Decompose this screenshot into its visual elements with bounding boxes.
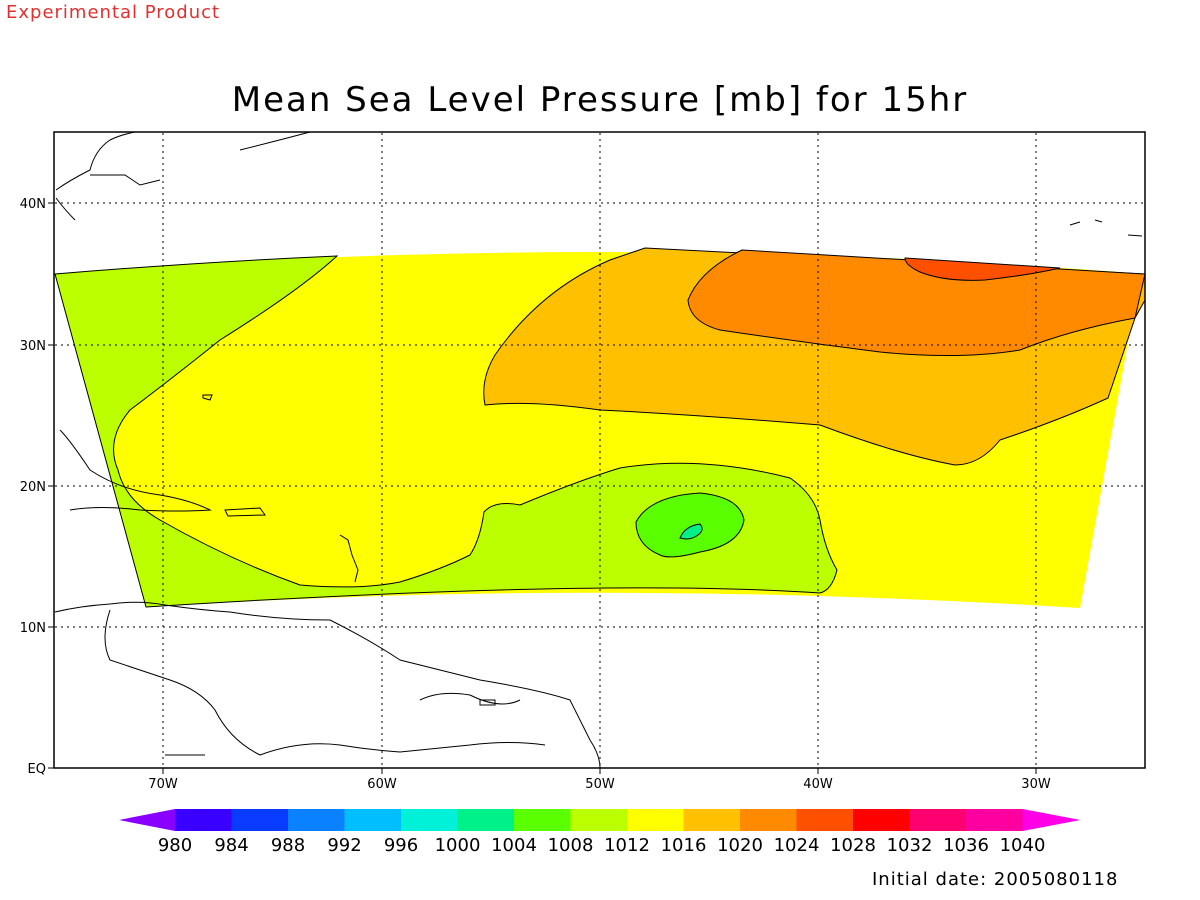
colorbar-swatch xyxy=(570,809,627,831)
lon-label-30w: 30W xyxy=(1021,777,1051,792)
colorbar-label: 1008 xyxy=(548,835,594,856)
colorbar-label: 1040 xyxy=(1000,835,1046,856)
colorbar-swatch xyxy=(909,809,966,831)
colorbar-label: 1032 xyxy=(887,835,933,856)
colorbar: 980 984 988 992 996 1000 1004 1008 1012 1016 1020 1… xyxy=(119,809,1081,856)
graticule xyxy=(55,133,1144,767)
lon-label-60w: 60W xyxy=(367,777,397,792)
colorbar-swatch xyxy=(231,809,288,831)
colorbar-label: 988 xyxy=(271,835,305,856)
colorbar-label: 1000 xyxy=(435,835,481,856)
lat-label-10n: 10N xyxy=(20,621,46,636)
colorbar-label: 1012 xyxy=(604,835,650,856)
colorbar-label: 1028 xyxy=(830,835,876,856)
lon-label-40w: 40W xyxy=(803,777,833,792)
colorbar-swatch xyxy=(627,809,684,831)
colorbar-label: 1016 xyxy=(661,835,707,856)
contour-1008 xyxy=(635,492,745,558)
colorbar-label: 992 xyxy=(327,835,361,856)
colorbar-arrow-right xyxy=(1022,809,1081,831)
lon-label-70w: 70W xyxy=(148,777,178,792)
coastlines xyxy=(54,131,1143,769)
colorbar-label: 980 xyxy=(158,835,192,856)
colorbar-label: 1036 xyxy=(943,835,989,856)
lat-label-20n: 20N xyxy=(20,480,46,495)
colorbar-swatch xyxy=(796,809,853,831)
colorbar-swatch xyxy=(175,809,232,831)
initial-date: Initial date: 2005080118 xyxy=(872,869,1119,890)
colorbar-swatch xyxy=(288,809,345,831)
colorbar-label: 1024 xyxy=(774,835,820,856)
colorbar-label: 1004 xyxy=(491,835,537,856)
colorbar-label: 1020 xyxy=(717,835,763,856)
lat-label-eq: EQ xyxy=(28,762,46,777)
colorbar-label: 984 xyxy=(214,835,248,856)
experimental-product-label: Experimental Product xyxy=(6,2,221,23)
lon-label-50w: 50W xyxy=(585,777,615,792)
contour-1028 xyxy=(904,257,1061,281)
lat-label-30n: 30N xyxy=(20,339,46,354)
colorbar-label: 996 xyxy=(384,835,418,856)
colorbar-swatch xyxy=(853,809,910,831)
colorbar-swatch xyxy=(514,809,571,831)
map-title: Mean Sea Level Pressure [mb] for 15hr xyxy=(231,80,969,120)
colorbar-swatch xyxy=(457,809,514,831)
colorbar-swatch xyxy=(401,809,458,831)
colorbar-swatch xyxy=(683,809,740,831)
contour-1004 xyxy=(679,523,703,540)
lat-label-40n: 40N xyxy=(20,197,46,212)
colorbar-swatch xyxy=(966,809,1023,831)
colorbar-swatch xyxy=(344,809,401,831)
contour-1024 xyxy=(687,249,1146,357)
colorbar-arrow-left xyxy=(119,809,175,831)
colorbar-swatch xyxy=(740,809,797,831)
